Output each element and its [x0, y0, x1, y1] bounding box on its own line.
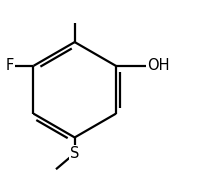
Text: OH: OH [147, 58, 169, 73]
Text: F: F [6, 58, 14, 73]
Text: S: S [70, 146, 79, 161]
